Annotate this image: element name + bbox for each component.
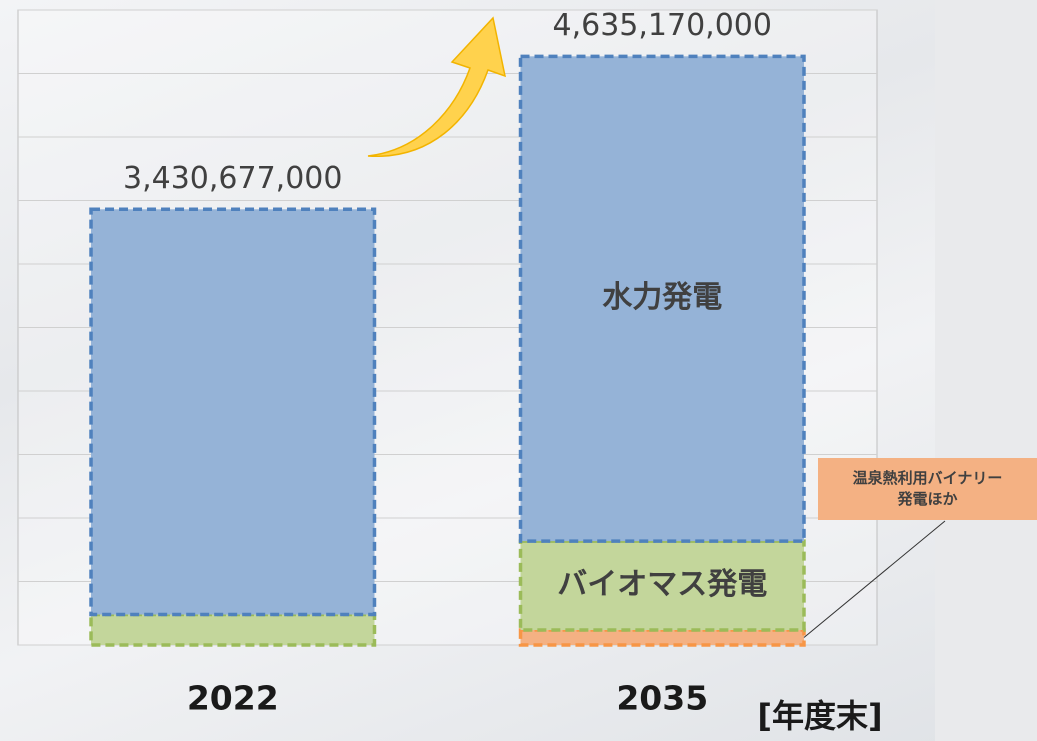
bar-segment — [91, 209, 374, 614]
chart: 3,430,677,000 2022 バイオマス発電水力発電 4,635,170,00… — [0, 0, 1037, 741]
x-tick-label: 2022 — [187, 679, 279, 718]
total-label: 3,430,677,000 — [123, 161, 342, 196]
total-label: 4,635,170,000 — [553, 8, 772, 43]
series-label: バイオマス発電 — [557, 567, 767, 602]
bar-segment — [521, 630, 804, 645]
callout: 温泉熱利用バイナリー発電ほか — [818, 458, 1037, 520]
series-label: 温泉熱利用バイナリー発電ほか — [848, 468, 1008, 510]
x-axis-label: [年度末] — [757, 697, 882, 735]
page: 3,430,677,000 2022 バイオマス発電水力発電 4,635,170,00… — [0, 0, 1037, 741]
x-tick-label: 2035 — [616, 679, 708, 718]
series-label: 水力発電 — [602, 280, 722, 315]
bar-segment — [91, 615, 374, 645]
